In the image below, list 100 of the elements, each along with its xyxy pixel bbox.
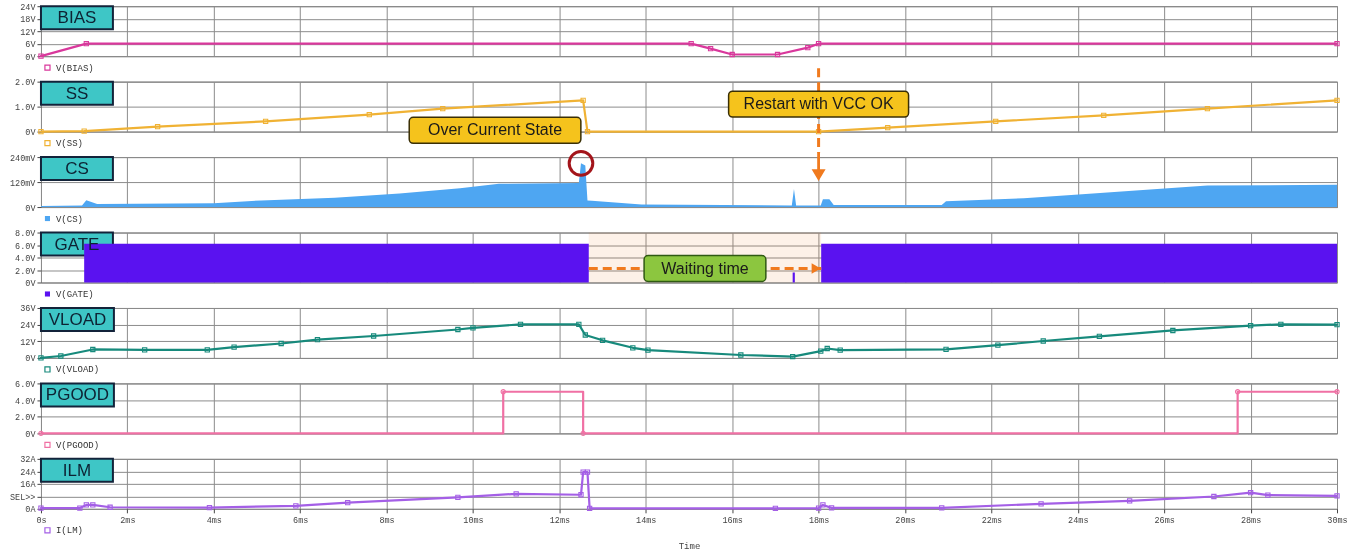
x-tick-label: 2ms: [120, 516, 136, 527]
point: [1126, 498, 1133, 504]
y-tick-label: 6.0V: [15, 241, 37, 252]
chart-title: ILM: [62, 460, 92, 480]
chart-title: GATE: [54, 234, 100, 254]
y-tick-label: 6V: [25, 40, 37, 51]
point: [440, 105, 446, 112]
legend-label: V(VLOAD): [55, 365, 100, 376]
y-tick-label: 24A: [20, 467, 37, 478]
point: [1334, 321, 1340, 328]
y-tick-label: 4.0V: [15, 254, 37, 265]
point: [578, 492, 584, 498]
ref-line-label: Restart with VCC OK: [743, 95, 894, 113]
y-tick-label: 2.0V: [15, 413, 37, 424]
point: [1334, 493, 1340, 499]
chart-title: PGOOD: [45, 385, 110, 405]
point: [1334, 41, 1340, 47]
y-tick-label: 8.0V: [15, 229, 37, 240]
y-tick-label: 1.0V: [15, 103, 37, 114]
x-axis-title: Time: [678, 541, 701, 552]
point: [107, 504, 113, 510]
point: [1040, 338, 1046, 344]
point: [278, 340, 284, 347]
point: [1265, 492, 1271, 498]
point: [837, 347, 843, 353]
y-tick-label: 120mV: [10, 178, 37, 189]
point: [939, 505, 945, 511]
y-tick-label: 240mV: [10, 153, 37, 164]
x-tick-label: 26ms: [1154, 516, 1175, 527]
legend-label: V(GATE): [55, 289, 94, 300]
x-tick-label: 0s: [36, 516, 47, 527]
y-tick-label: 0V: [25, 203, 37, 214]
point: [1278, 321, 1284, 328]
point: [1170, 327, 1176, 334]
chart-title: CS: [65, 159, 89, 179]
y-tick-label: 6.0V: [15, 379, 37, 390]
y-tick-label: 12V: [20, 337, 37, 348]
y-tick-label: 32A: [20, 455, 37, 466]
x-tick-label: 12ms: [549, 516, 571, 527]
point: [293, 503, 299, 509]
y-tick-label: 0V: [25, 429, 37, 440]
point: [1038, 501, 1044, 507]
band-label: Waiting time: [661, 259, 749, 277]
point: [828, 505, 835, 511]
y-tick-label: 12V: [20, 27, 37, 38]
chart-title: VLOAD: [48, 309, 107, 329]
x-tick-label: 14ms: [636, 516, 657, 527]
chart-title: BIAS: [57, 8, 97, 28]
point: [630, 345, 636, 351]
point: [580, 97, 586, 104]
point: [370, 333, 377, 339]
annotation: Over Current State: [428, 121, 563, 139]
point: [582, 332, 588, 338]
point: [141, 347, 148, 353]
point: [805, 44, 811, 51]
y-tick-label: SEL>>: [10, 492, 36, 503]
point: [943, 346, 949, 352]
legend-label: V(PGOOD): [55, 440, 100, 451]
point: [824, 345, 830, 352]
point: [455, 326, 461, 333]
point: [1211, 493, 1217, 500]
y-tick-label: 0V: [25, 52, 37, 63]
point: [58, 353, 64, 359]
y-tick-label: 24V: [20, 2, 37, 13]
y-tick-label: 16A: [20, 480, 37, 491]
y-tick-label: 36V: [20, 304, 37, 315]
y-tick-label: 0V: [25, 128, 37, 139]
x-tick-label: 24ms: [1068, 516, 1089, 527]
x-tick-label: 10ms: [463, 516, 484, 527]
point: [455, 494, 461, 501]
x-tick-label: 18ms: [808, 516, 830, 527]
point: [820, 502, 826, 508]
y-tick-label: 0V: [25, 278, 37, 289]
x-tick-label: 16ms: [722, 516, 743, 527]
point: [513, 491, 519, 497]
x-tick-label: 20ms: [895, 516, 916, 527]
point: [729, 51, 735, 58]
y-tick-label: 4.0V: [15, 396, 37, 407]
point: [81, 128, 87, 134]
x-tick-label: 30ms: [1327, 516, 1348, 527]
x-tick-label: 6ms: [293, 516, 309, 527]
point: [77, 505, 83, 511]
x-tick-label: 8ms: [379, 516, 395, 527]
y-tick-label: 2.0V: [15, 78, 37, 89]
point: [231, 344, 237, 350]
y-tick-label: 24V: [20, 321, 37, 332]
point: [580, 469, 586, 475]
point: [738, 352, 744, 358]
legend-label: I(LM): [55, 526, 83, 537]
point: [995, 342, 1001, 348]
y-tick-label: 0A: [25, 505, 37, 516]
legend-label: V(BIAS): [55, 63, 94, 74]
y-tick-label: 0V: [25, 354, 37, 365]
point: [1334, 97, 1340, 104]
x-tick-label: 22ms: [981, 516, 1003, 527]
point: [688, 41, 694, 47]
point: [83, 502, 89, 508]
point: [818, 348, 824, 354]
point: [90, 346, 96, 353]
point: [576, 321, 582, 328]
